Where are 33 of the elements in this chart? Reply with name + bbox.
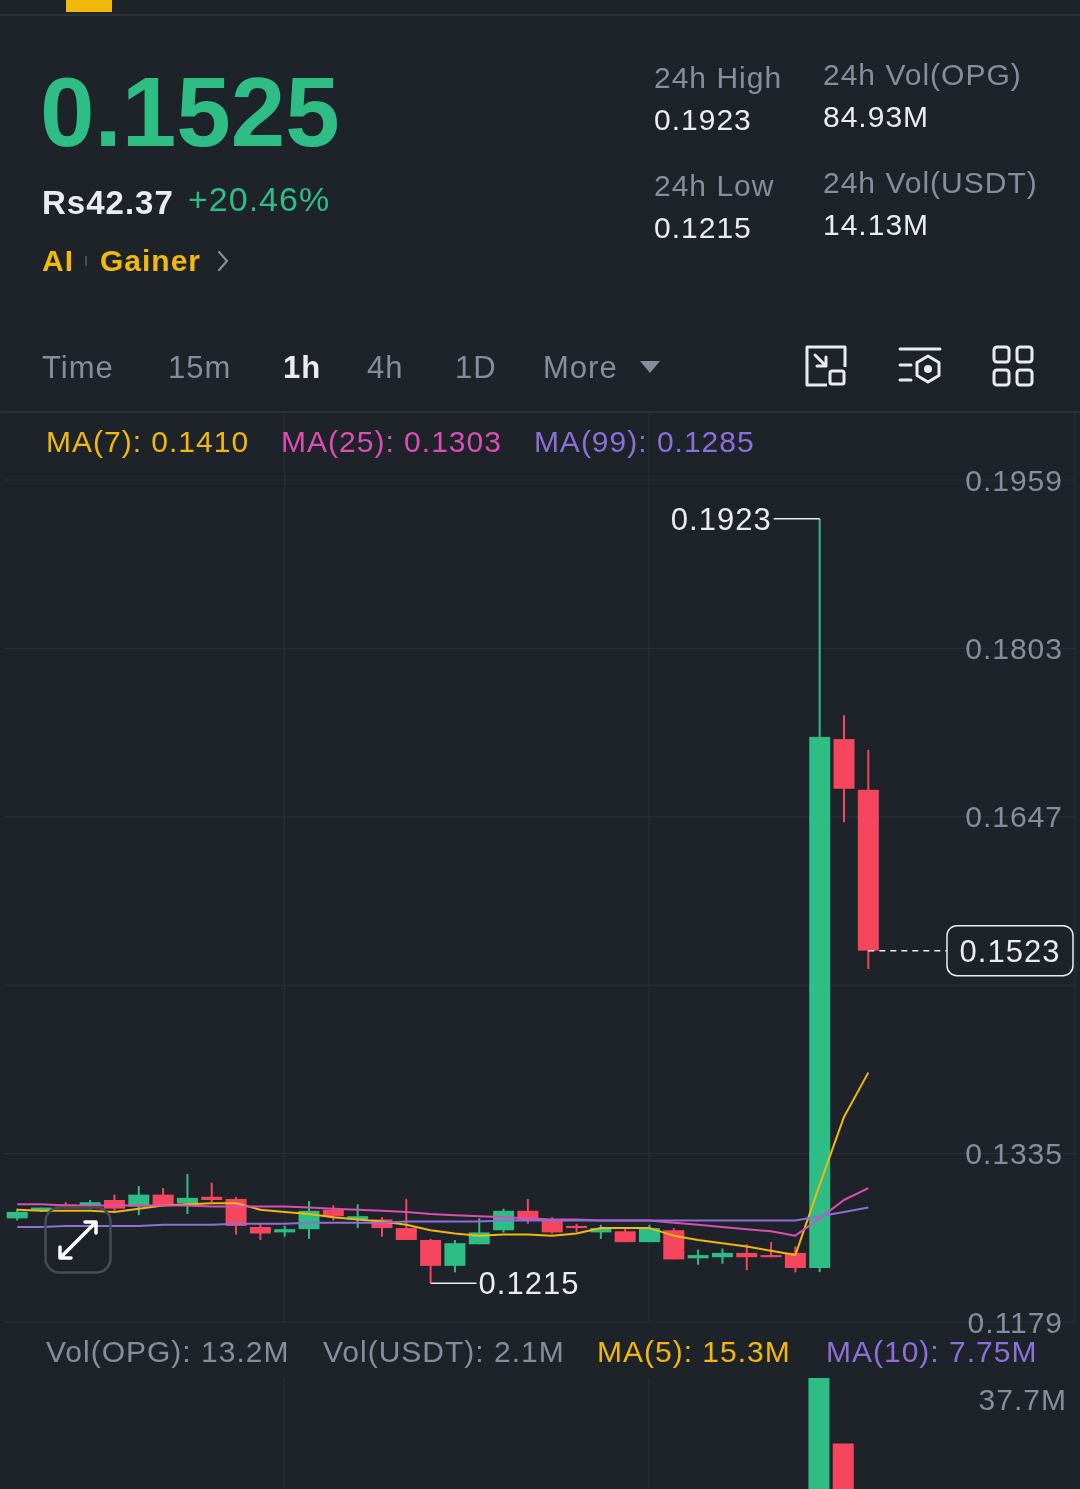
- text: Rs42.37: [42, 184, 174, 222]
- text: AI: [42, 243, 74, 277]
- text: 0.1923: [654, 102, 752, 136]
- text: More: [543, 350, 618, 386]
- text: 24h Vol(OPG): [823, 57, 1022, 91]
- text: MA(5): 15.3M: [597, 1334, 791, 1368]
- text: 24h Vol(USDT): [823, 165, 1038, 199]
- text: 24h Low: [654, 168, 775, 202]
- text: 0.1525: [40, 57, 340, 167]
- text: 0.1215: [654, 210, 752, 244]
- text: 24h High: [654, 60, 783, 94]
- y-tick-label: 0.1803: [965, 632, 1063, 666]
- text: MA(25): 0.1303: [281, 424, 502, 458]
- text: 14.13M: [823, 207, 930, 241]
- text: 84.93M: [823, 99, 930, 133]
- text: MA(99): 0.1285: [533, 424, 755, 458]
- y-tick-label: 0.1335: [965, 1137, 1063, 1171]
- text: +20.46%: [188, 180, 331, 219]
- text: 1D: [455, 350, 497, 386]
- ref-line-label: 0.1523: [959, 933, 1061, 969]
- text: Time: [42, 350, 114, 386]
- text: 1h: [283, 350, 322, 386]
- text: Vol(OPG): 13.2M: [46, 1334, 290, 1368]
- text: Gainer: [100, 243, 202, 277]
- y-tick-label: 0.1959: [965, 463, 1063, 497]
- text: Vol(USDT): 2.1M: [323, 1334, 565, 1368]
- annotation: 0.1215: [478, 1265, 580, 1301]
- text: MA(7): 0.1410: [46, 424, 250, 458]
- y-tick-label: 0.1647: [965, 800, 1063, 834]
- annotation: 37.7M: [978, 1382, 1067, 1416]
- text: 4h: [367, 350, 404, 386]
- annotation: 0.1923: [670, 501, 772, 537]
- text: 15m: [168, 350, 232, 386]
